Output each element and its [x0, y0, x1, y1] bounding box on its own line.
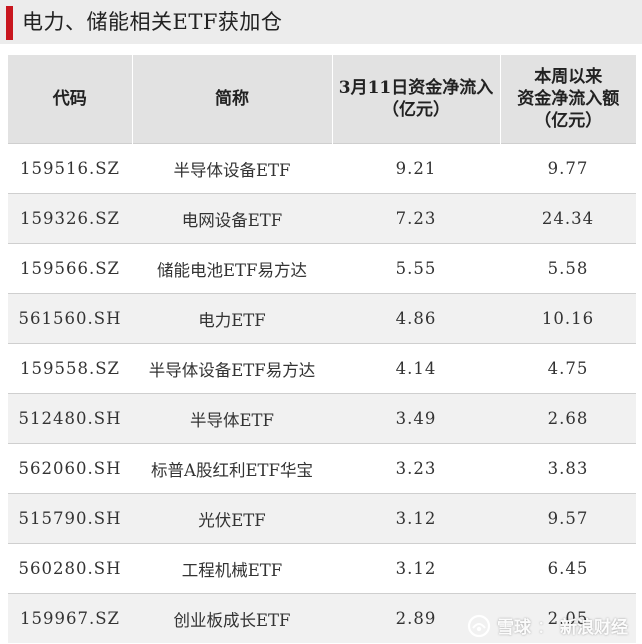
table-row: 159566.SZ 储能电池ETF易方达 5.55 5.58	[8, 243, 636, 294]
cell-code: 562060.SH	[8, 443, 132, 494]
cell-flow-week: 2.05	[500, 593, 636, 643]
watermark: 雪球 ： 新浪财经	[467, 613, 628, 638]
header-flow-week: 本周以来 资金净流入额 （亿元）	[500, 55, 636, 144]
cell-flow-week: 6.45	[500, 543, 636, 594]
header-flow-day: 3月11日资金净流入 （亿元）	[332, 55, 501, 144]
cell-flow-week: 9.77	[500, 143, 636, 194]
table-row: 159558.SZ 半导体设备ETF易方达 4.14 4.75	[8, 343, 636, 394]
header-flow-week-line1: 本周以来	[534, 67, 603, 87]
table-row: 560280.SH 工程机械ETF 3.12 6.45	[8, 543, 636, 594]
cell-name: 光伏ETF	[132, 493, 332, 544]
cell-flow-day: 9.21	[332, 143, 500, 194]
table-row: 159516.SZ 半导体设备ETF 9.21 9.77	[8, 143, 636, 194]
cell-name: 标普A股红利ETF华宝	[132, 443, 332, 494]
cell-flow-day: 3.49	[332, 393, 500, 444]
cell-code: 159558.SZ	[8, 343, 132, 394]
cell-name: 储能电池ETF易方达	[132, 243, 332, 294]
cell-flow-day: 3.23	[332, 443, 500, 494]
cell-flow-day: 5.55	[332, 243, 500, 294]
page-title: 电力、储能相关ETF获加仓	[22, 10, 283, 34]
header-flow-day-line1: 3月11日资金净流入	[338, 78, 494, 98]
cell-flow-day: 3.12	[332, 493, 500, 544]
watermark-brand-snowball: 雪球	[497, 618, 531, 638]
snowball-logo-icon	[467, 614, 491, 637]
cell-name: 工程机械ETF	[132, 543, 332, 594]
cell-code: 159516.SZ	[8, 143, 132, 194]
table-row: 561560.SH 电力ETF 4.86 10.16	[8, 293, 636, 344]
etf-flow-table: 代码 简称 3月11日资金净流入 （亿元） 本周以来 资金净流入额 （亿元） 1…	[8, 55, 636, 643]
table-row: 159326.SZ 电网设备ETF 7.23 24.34	[8, 193, 636, 244]
cell-name: 半导体ETF	[132, 393, 332, 444]
cell-code: 512480.SH	[8, 393, 132, 444]
header-name-label: 简称	[215, 89, 249, 109]
header-code: 代码	[8, 55, 133, 144]
cell-name: 电网设备ETF	[132, 193, 332, 244]
table-row: 515790.SH 光伏ETF 3.12 9.57	[8, 493, 636, 544]
watermark-brand-sina: 新浪财经	[560, 618, 628, 638]
cell-name: 电力ETF	[132, 293, 332, 344]
header-flow-week-line2: 资金净流入额	[517, 89, 620, 109]
cell-code: 515790.SH	[8, 493, 132, 544]
cell-name: 创业板成长ETF	[132, 593, 332, 643]
cell-code: 159326.SZ	[8, 193, 132, 244]
title-bar: 电力、储能相关ETF获加仓	[0, 0, 642, 44]
cell-flow-week: 2.68	[500, 393, 636, 444]
cell-name: 半导体设备ETF	[132, 143, 332, 194]
cell-flow-day: 7.23	[332, 193, 500, 244]
table-row: 512480.SH 半导体ETF 3.49 2.68	[8, 393, 636, 444]
cell-flow-week: 5.58	[500, 243, 636, 294]
cell-flow-week: 24.34	[500, 193, 636, 244]
cell-flow-week: 3.83	[500, 443, 636, 494]
table-row: 562060.SH 标普A股红利ETF华宝 3.23 3.83	[8, 443, 636, 494]
table-row: 159967.SZ 创业板成长ETF 2.89 2.05	[8, 593, 636, 643]
table-header-row: 代码 简称 3月11日资金净流入 （亿元） 本周以来 资金净流入额 （亿元）	[8, 55, 636, 144]
cell-flow-week: 9.57	[500, 493, 636, 544]
cell-code: 561560.SH	[8, 293, 132, 344]
header-flow-day-line2: （亿元）	[382, 100, 450, 120]
header-flow-week-line3: （亿元）	[534, 111, 603, 131]
header-code-label: 代码	[52, 89, 87, 109]
watermark-separator: ：	[537, 618, 554, 638]
cell-flow-day: 4.86	[332, 293, 500, 344]
cell-name: 半导体设备ETF易方达	[132, 343, 332, 394]
cell-flow-week: 10.16	[500, 293, 636, 344]
cell-flow-day: 3.12	[332, 543, 500, 594]
header-name: 简称	[132, 55, 333, 144]
cell-code: 159566.SZ	[8, 243, 132, 294]
cell-code: 159967.SZ	[8, 593, 132, 643]
cell-flow-day: 4.14	[332, 343, 500, 394]
title-accent-bar	[6, 6, 13, 40]
cell-code: 560280.SH	[8, 543, 132, 594]
cell-flow-week: 4.75	[500, 343, 636, 394]
